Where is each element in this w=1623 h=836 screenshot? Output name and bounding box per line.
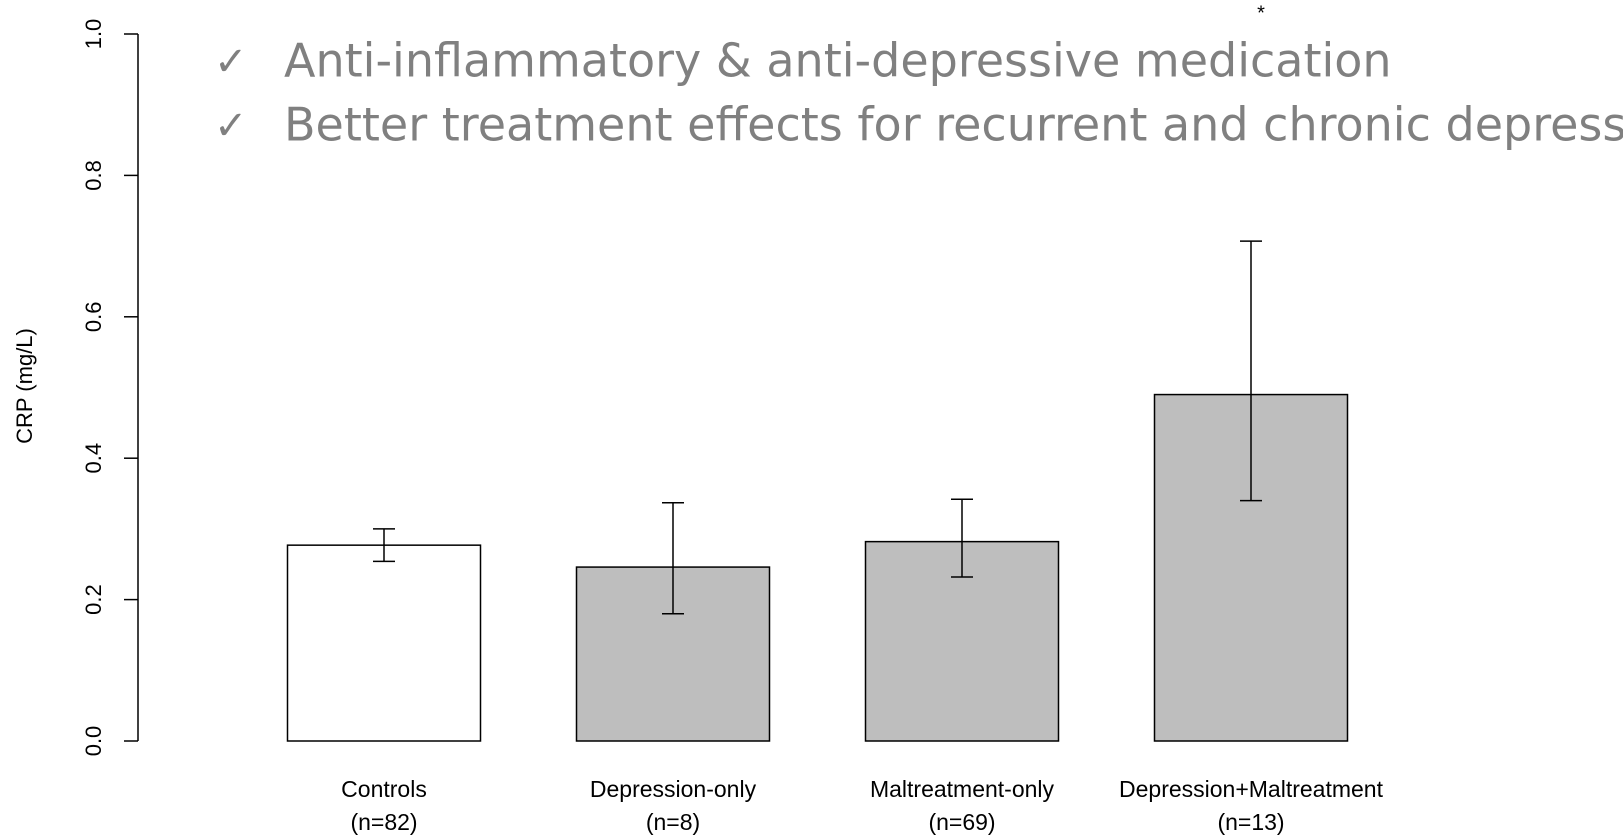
y-tick-label: 0.4 (81, 443, 106, 474)
group-size-label: (n=82) (350, 809, 417, 835)
x-tick-label: Maltreatment-only (870, 776, 1055, 802)
bar (286, 544, 482, 742)
group-size-label: (n=8) (646, 809, 700, 835)
group-size-label: (n=69) (928, 809, 995, 835)
y-tick-label: 0.2 (81, 584, 106, 615)
y-tick-label: 1.0 (81, 19, 106, 50)
bullet-mark: ✓ (214, 103, 248, 149)
x-tick-label: Depression-only (590, 776, 757, 802)
y-tick-label: 0.8 (81, 160, 106, 191)
bullet-mark: ✓ (214, 39, 248, 85)
annotation: * (1257, 2, 1265, 24)
bullet-text: Anti-inflammatory & anti-depressive medi… (284, 34, 1392, 88)
y-tick-label: 0.6 (81, 302, 106, 333)
x-tick-label: Controls (341, 776, 427, 802)
x-tick-label: Depression+Maltreatment (1119, 776, 1384, 802)
bullet-text: Better treatment effects for recurrent a… (284, 98, 1623, 152)
y-axis-label: CRP (mg/L) (12, 328, 37, 444)
group-size-label: (n=13) (1217, 809, 1284, 835)
y-tick-label: 0.0 (81, 726, 106, 757)
